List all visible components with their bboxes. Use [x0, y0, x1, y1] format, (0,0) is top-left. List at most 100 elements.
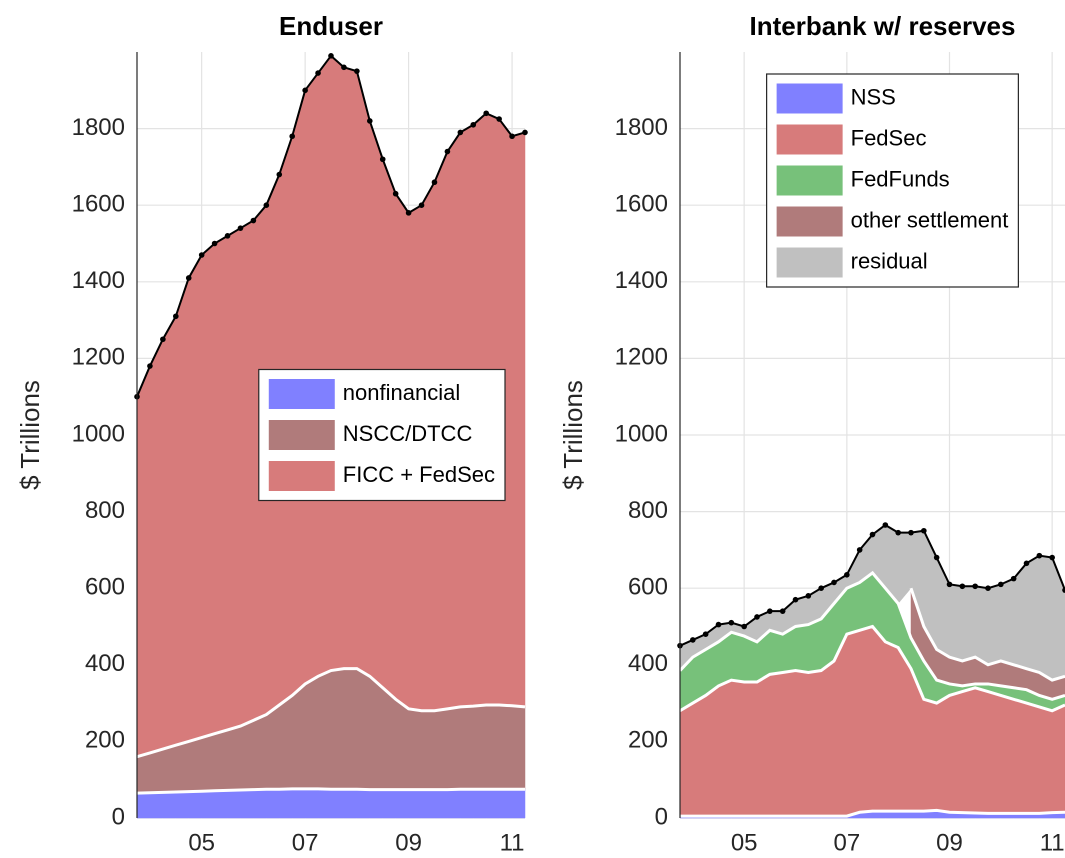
legend-label: residual	[851, 248, 928, 273]
total-point	[844, 571, 850, 578]
total-point	[185, 275, 192, 281]
legend-label: FedFunds	[851, 166, 950, 191]
total-point	[818, 585, 824, 591]
total-point	[315, 70, 321, 76]
legend-swatch	[776, 206, 843, 237]
x-tick-label: 07	[292, 829, 319, 856]
legend-label: NSCC/DTCC	[343, 421, 473, 446]
legend-label: other settlement	[851, 207, 1009, 232]
total-point	[690, 637, 696, 643]
total-point	[946, 581, 953, 588]
area	[136, 788, 526, 819]
total-point	[972, 583, 978, 590]
boundary-line	[678, 570, 1065, 701]
total-point	[767, 608, 773, 614]
x-tick-label: 05	[731, 829, 758, 856]
total-point	[998, 581, 1004, 588]
total-point	[792, 596, 799, 603]
total-point	[882, 522, 889, 528]
y-tick-label: 400	[628, 650, 668, 677]
y-tick-label: 1400	[72, 267, 125, 294]
legend-swatch	[268, 420, 335, 450]
total-point	[431, 179, 438, 186]
total-point	[831, 579, 837, 586]
total-point	[702, 631, 709, 637]
total-point	[933, 554, 940, 561]
total-point	[715, 621, 722, 628]
total-point	[354, 68, 360, 74]
legend-label: NSS	[851, 84, 896, 109]
legend-swatch	[268, 461, 335, 491]
y-tick-label: 1600	[615, 191, 668, 218]
y-tick-label: 0	[655, 803, 668, 830]
y-tick-label: 600	[85, 574, 125, 601]
y-axis-label: $ Trillions	[558, 380, 588, 490]
boundary-line	[909, 587, 1065, 682]
total-point	[276, 171, 283, 178]
chart-title: Interbank w/ reserves	[750, 11, 1016, 41]
total-point	[1023, 560, 1030, 567]
total-point	[302, 87, 308, 94]
total-point	[1010, 575, 1017, 582]
total-point	[985, 585, 991, 591]
y-tick-label: 1000	[615, 420, 668, 447]
y-tick-label: 1600	[72, 191, 125, 218]
total-point	[908, 529, 914, 536]
boundary-line	[680, 808, 1065, 818]
y-tick-label: 1000	[72, 420, 125, 447]
legend-label: FedSec	[851, 125, 927, 150]
total-point	[405, 210, 412, 216]
total-point	[173, 313, 179, 320]
total-point	[444, 148, 451, 155]
legend-swatch	[268, 379, 335, 409]
total-point	[457, 129, 464, 136]
y-tick-label: 200	[628, 727, 668, 754]
legend-swatch	[776, 247, 843, 278]
y-axis-label: $ Trillions	[15, 380, 45, 490]
total-point	[147, 363, 153, 369]
boundary-line	[136, 667, 526, 759]
x-tick-label: 07	[833, 829, 860, 856]
total-point	[263, 202, 270, 208]
total-point	[728, 619, 735, 626]
x-tick-label: 09	[395, 829, 422, 856]
legend-label: nonfinancial	[343, 380, 460, 405]
y-tick-label: 1400	[615, 267, 668, 294]
legend-label: FICC + FedSec	[343, 462, 495, 487]
total-point	[379, 156, 386, 163]
y-tick-label: 1800	[72, 114, 125, 141]
legend-swatch	[776, 83, 843, 114]
total-point	[237, 225, 244, 231]
total-point	[341, 64, 347, 71]
legend: NSS FedSec FedFunds other settlement residua…	[776, 83, 1009, 278]
boundary-line	[136, 787, 525, 795]
total-point	[224, 233, 231, 239]
total-point	[959, 583, 966, 590]
total-point	[1062, 587, 1065, 593]
legend: nonfinancial NSCC/DTCC FICC + FedSec	[268, 379, 495, 491]
total-point	[509, 133, 515, 140]
total-point	[895, 529, 901, 536]
total-point	[250, 217, 257, 224]
y-tick-label: 600	[628, 574, 668, 601]
boundary-line	[679, 624, 1065, 713]
y-tick-label: 1200	[615, 344, 668, 371]
total-point	[470, 121, 477, 128]
y-tick-label: 0	[112, 803, 125, 830]
y-tick-label: 1800	[615, 114, 668, 141]
total-point	[779, 608, 786, 614]
chart-title: Enduser	[279, 11, 383, 41]
total-point	[921, 527, 927, 534]
total-point	[741, 623, 747, 630]
x-tick-label: 05	[188, 829, 215, 856]
y-tick-label: 800	[85, 497, 125, 524]
total-point	[198, 252, 205, 258]
total-point	[805, 593, 812, 599]
total-point	[483, 110, 490, 117]
total-point	[418, 202, 425, 208]
total-point	[1036, 552, 1043, 559]
y-tick-label: 400	[85, 650, 125, 677]
plot-area	[677, 52, 1065, 819]
total-point	[160, 336, 166, 343]
